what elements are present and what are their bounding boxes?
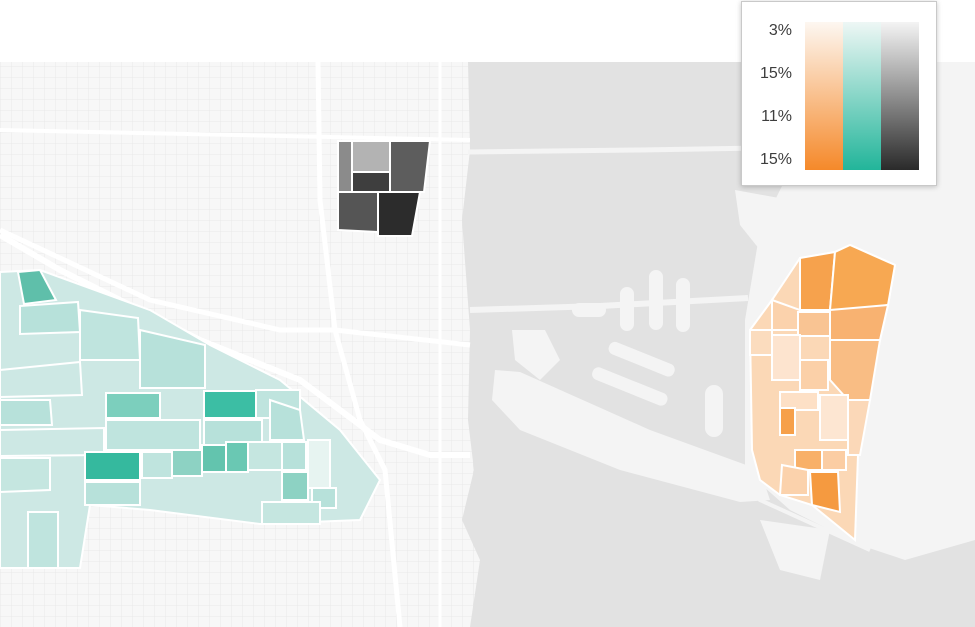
tract-beach-9[interactable] <box>799 359 829 391</box>
tract-west-20[interactable] <box>307 439 331 489</box>
choropleth-beach <box>748 243 897 543</box>
tract-west-25[interactable] <box>27 511 59 569</box>
tract-west-19[interactable] <box>281 441 307 471</box>
tract-west-26[interactable] <box>261 501 321 525</box>
port-island-west <box>512 330 560 380</box>
choropleth-downtown <box>337 140 432 237</box>
tract-west-14[interactable] <box>141 451 173 479</box>
dolphin-expressway <box>0 128 471 142</box>
legend-label-1: 3% <box>768 22 792 39</box>
causeway-south <box>738 468 871 552</box>
tract-beach-7[interactable] <box>771 334 801 381</box>
tract-beach-11[interactable] <box>779 407 796 436</box>
tract-beach-15[interactable] <box>821 449 847 471</box>
tract-downtown-6[interactable] <box>377 191 422 237</box>
tract-downtown-2[interactable] <box>351 140 391 173</box>
miami-river <box>0 232 470 458</box>
tract-beach-13[interactable] <box>847 399 872 456</box>
tract-west-17[interactable] <box>225 441 249 473</box>
tract-downtown-3[interactable] <box>389 140 432 193</box>
tract-beach-5[interactable] <box>797 311 831 337</box>
legend-label-2: 15% <box>759 65 792 82</box>
palm-island <box>608 341 675 377</box>
venetian-island-3 <box>676 278 690 332</box>
tract-downtown-4[interactable] <box>351 171 391 193</box>
tract-west-16[interactable] <box>201 444 227 473</box>
tract-west-24[interactable] <box>0 457 51 494</box>
legend-label-3: 11% <box>761 108 792 125</box>
tract-west-21[interactable] <box>281 471 309 501</box>
causeway-north <box>467 145 761 155</box>
south-pointe <box>760 520 830 580</box>
legend-ramp-orange <box>805 22 843 170</box>
venetian-island-1 <box>620 287 634 331</box>
tract-west-11[interactable] <box>105 419 201 451</box>
tract-west-6[interactable] <box>105 392 161 419</box>
tract-beach-16[interactable] <box>808 471 842 514</box>
interstate-95 <box>315 61 403 627</box>
tract-west-18[interactable] <box>247 441 283 471</box>
interstate-395 <box>0 227 471 348</box>
tract-west-15[interactable] <box>171 449 203 477</box>
tract-west-4[interactable] <box>139 328 206 389</box>
tract-west-13[interactable] <box>84 451 141 481</box>
legend-label-4: 15% <box>759 151 792 168</box>
tract-west-7[interactable] <box>203 390 257 419</box>
fisher-island <box>705 385 723 437</box>
tract-west-5[interactable] <box>0 360 84 399</box>
tract-downtown-5[interactable] <box>337 191 379 234</box>
hibiscus-island <box>592 367 668 406</box>
venetian-island-2 <box>649 270 663 330</box>
choropleth-west <box>0 268 382 569</box>
tract-beach-14[interactable] <box>794 449 823 471</box>
tract-west-3[interactable] <box>79 308 142 361</box>
legend-ramp-gray <box>881 22 919 170</box>
tract-west-27[interactable] <box>269 398 306 441</box>
tract-beach-12[interactable] <box>819 394 849 441</box>
tract-west-1[interactable] <box>16 268 58 306</box>
tract-beach-17[interactable] <box>778 463 809 496</box>
tract-west-2[interactable] <box>19 300 82 336</box>
port-island <box>492 370 770 502</box>
tract-west-9[interactable] <box>0 399 54 426</box>
tract-beach-10[interactable] <box>779 391 819 411</box>
belle-isle <box>735 190 805 250</box>
legend-ramp-teal <box>843 22 881 170</box>
tract-beach-6[interactable] <box>749 329 773 356</box>
star-island <box>572 303 606 317</box>
tract-west-23[interactable] <box>84 481 141 506</box>
legend-panel: 3% 15% 11% 15% <box>741 1 937 186</box>
tract-beach-4[interactable] <box>829 303 890 341</box>
tract-downtown-1[interactable] <box>337 140 353 193</box>
